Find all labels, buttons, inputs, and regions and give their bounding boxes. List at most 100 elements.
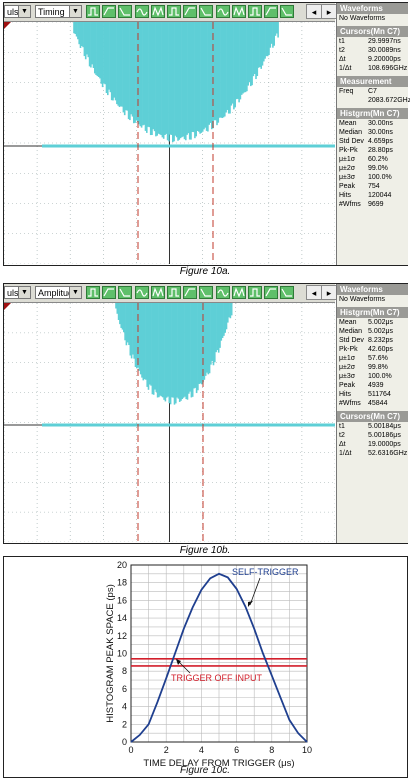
- panel-header[interactable]: Waveforms: [337, 3, 408, 14]
- readout-value: 9699: [368, 201, 384, 208]
- waveform-icon: [217, 289, 229, 297]
- readout-label: #Wfms: [339, 201, 361, 208]
- readout-row: t2 5.00186μs: [337, 431, 408, 440]
- measure-function-button[interactable]: [215, 286, 230, 299]
- trigger-select-a[interactable]: ulse ▼: [4, 5, 31, 18]
- trigger-select-value: ulse: [7, 288, 24, 298]
- trigger-select-b[interactable]: ulse ▼: [4, 286, 31, 299]
- self-trigger-curve: [130, 572, 308, 743]
- y-tick-label: 14: [117, 613, 127, 623]
- readout-value: 30.00ns: [368, 120, 393, 127]
- histogram-envelope: [115, 303, 233, 405]
- scroll-left-icon[interactable]: ◂: [306, 285, 322, 300]
- measure-function-button[interactable]: [118, 286, 133, 299]
- waveform-glyph: [233, 287, 245, 298]
- arrow-head-icon: [176, 659, 181, 665]
- readout-value: 99.0%: [368, 165, 388, 172]
- measure-function-button[interactable]: [199, 5, 214, 18]
- mode-select-a[interactable]: Timing ▼: [35, 5, 82, 18]
- y-tick-label: 20: [117, 560, 127, 570]
- readout-value: 29.9997ns: [368, 38, 401, 45]
- measure-function-button[interactable]: [86, 5, 100, 18]
- y-tick-label: 16: [117, 595, 127, 605]
- waveform-icon: [200, 288, 212, 297]
- measure-function-button[interactable]: [86, 286, 100, 299]
- panel-header[interactable]: Cursors(Mn C7): [337, 26, 408, 37]
- waveform-icon: [119, 288, 131, 297]
- x-axis-label: TIME DELAY FROM TRIGGER (μs): [143, 758, 294, 769]
- readout-value: 100.0%: [368, 373, 392, 380]
- waveform-glyph: [217, 289, 229, 297]
- readout-label: Median: [339, 328, 362, 335]
- measure-function-button[interactable]: [134, 286, 149, 299]
- waveform-glyph: [169, 288, 179, 297]
- readout-value: 28.80ps: [368, 147, 393, 154]
- measure-function-button[interactable]: [134, 5, 149, 18]
- readout-label: μ±3σ: [339, 174, 356, 181]
- measure-function-button[interactable]: [167, 5, 181, 18]
- mode-select-b[interactable]: Amplitude ▼: [35, 286, 82, 299]
- waveform-icon: [281, 288, 293, 297]
- measure-function-button[interactable]: [264, 286, 279, 299]
- readout-row: #Wfms 45844: [337, 399, 408, 408]
- scroll-right-icon[interactable]: ▸: [321, 4, 337, 19]
- measure-function-button[interactable]: [150, 286, 165, 299]
- readout-row: Hits 120044: [337, 191, 408, 200]
- measure-function-button[interactable]: [150, 5, 165, 18]
- waveform-icon: [250, 7, 260, 16]
- measure-function-button[interactable]: [167, 286, 181, 299]
- waveform-glyph: [136, 8, 148, 16]
- readout-row: t1 29.9997ns: [337, 37, 408, 46]
- readout-row: Mean 5.002μs: [337, 318, 408, 327]
- readout-row: t1 5.00184μs: [337, 422, 408, 431]
- readout-value: 57.6%: [368, 355, 388, 362]
- y-tick-label: 10: [117, 649, 127, 659]
- measure-function-button[interactable]: [102, 5, 117, 18]
- readout-value: 8.232ps: [368, 337, 393, 344]
- measure-function-button[interactable]: [102, 286, 117, 299]
- readout-row: 1/Δt 108.696GHz: [337, 64, 408, 73]
- chevron-down-icon: ▼: [18, 287, 30, 298]
- scroll-left-icon[interactable]: ◂: [306, 4, 322, 19]
- measure-function-button[interactable]: [231, 5, 246, 18]
- measure-function-button[interactable]: [280, 5, 295, 18]
- scope-screenshot-a: ulse ▼ Timing ▼ ◂ ▸ Waveforms No Waveforms…: [3, 2, 410, 266]
- measure-function-button[interactable]: [248, 286, 262, 299]
- waveform-icon: [200, 7, 212, 16]
- measure-function-button[interactable]: [215, 5, 230, 18]
- measure-function-button[interactable]: [183, 5, 198, 18]
- readout-label: Δt: [339, 56, 346, 63]
- scope-screenshot-b: ulse ▼ Amplitude ▼ ◂ ▸ Waveforms No Wavefo…: [3, 283, 408, 544]
- readout-label: No Waveforms: [339, 296, 386, 303]
- scroll-right-icon[interactable]: ▸: [321, 285, 337, 300]
- measure-function-button[interactable]: [199, 286, 214, 299]
- waveform-icon: [152, 6, 164, 17]
- readout-value: 5.00184μs: [368, 423, 401, 430]
- measure-function-button[interactable]: [231, 286, 246, 299]
- waveform-icon: [88, 288, 98, 297]
- readout-value: 5.002μs: [368, 319, 394, 326]
- readout-label: μ±1σ: [339, 355, 356, 362]
- peak-space-chart: 0 2 4 6 8 10 0 2 4 6 8 10 12 14 16 18 20 TIME DELAY FROM …: [105, 560, 312, 776]
- measure-function-button[interactable]: [264, 5, 279, 18]
- scope-graticule-a: [3, 21, 336, 265]
- panel-header[interactable]: Histgrm(Mn C7): [337, 108, 408, 119]
- readout-label: μ±1σ: [339, 156, 356, 163]
- measure-function-button[interactable]: [118, 5, 133, 18]
- measure-function-button[interactable]: [280, 286, 295, 299]
- readout-label: Mean: [339, 120, 357, 127]
- readout-value: 60.2%: [368, 156, 388, 163]
- panel-header[interactable]: Measurement: [337, 76, 408, 87]
- measure-function-button[interactable]: [248, 5, 262, 18]
- measure-function-button[interactable]: [183, 286, 198, 299]
- readout-row: No Waveforms: [337, 295, 408, 304]
- readout-value: 100.0%: [368, 174, 392, 181]
- readout-row: Hits 511764: [337, 390, 408, 399]
- chevron-down-icon: ▼: [69, 6, 81, 17]
- waveform-icon: [169, 288, 179, 297]
- waveform-icon: [136, 289, 148, 297]
- panel-header[interactable]: Cursors(Mn C7): [337, 411, 408, 422]
- y-tick-label: 18: [117, 578, 127, 588]
- panel-header[interactable]: Waveforms: [337, 284, 408, 295]
- panel-header[interactable]: Histgrm(Mn C7): [337, 307, 408, 318]
